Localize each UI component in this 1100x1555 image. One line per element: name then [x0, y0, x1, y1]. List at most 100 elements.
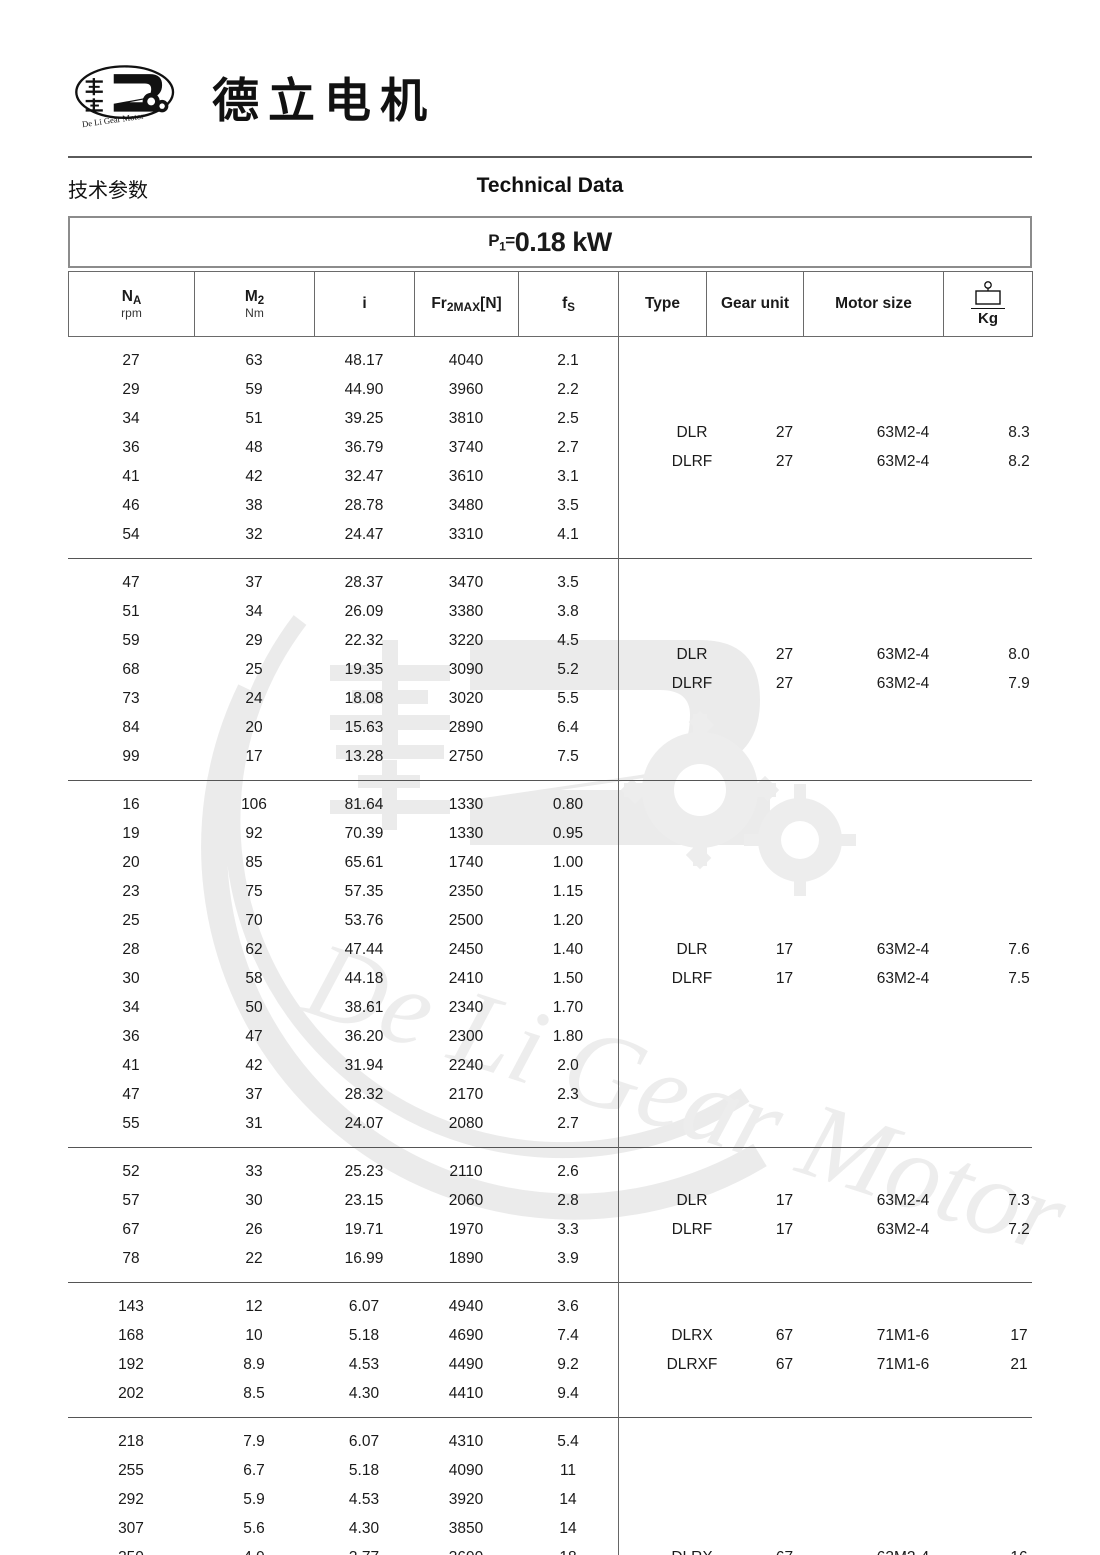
cell-kg: 8.0 [1008, 646, 1030, 663]
cell-fs: 3.9 [557, 1249, 579, 1267]
cell-i: 36.20 [344, 1027, 384, 1045]
table-row: 47 37 28.37 3470 3.5 [68, 568, 618, 597]
cell-fr: 2240 [448, 1056, 484, 1074]
cell-i: 53.76 [344, 911, 384, 929]
cell-motor: 63M2-4 [876, 1191, 930, 1209]
cell-i: 44.18 [344, 969, 384, 987]
cell-i: 4.53 [348, 1490, 380, 1508]
cell-kg: 7.2 [1008, 1220, 1030, 1238]
cell-kg: 7.3 [1008, 1191, 1030, 1209]
cell-motor: 63M2-4 [876, 1220, 930, 1238]
cell-na: 34 [122, 998, 140, 1016]
cell-kg: 16 [973, 1549, 1065, 1555]
cell-motor: 63M2-4 [876, 424, 930, 441]
cell-na: 59 [122, 631, 140, 649]
cell-na: 143 [118, 1297, 144, 1315]
table-row: 67 26 19.71 1970 3.3 [68, 1215, 618, 1244]
spec-group: 218 7.9 6.07 4310 5.4 255 6.7 5.18 4090 11 292 5.9 4… [68, 1417, 1032, 1555]
table-row: 84 20 15.63 2890 6.4 [68, 713, 618, 742]
cell-na: 218 [118, 1432, 144, 1450]
cell-na: 27 [122, 351, 140, 369]
cell-fs: 1.50 [552, 969, 584, 987]
cell-fs: 1.80 [552, 1027, 584, 1045]
cell-na: 20 [122, 853, 140, 871]
cell-na: 202 [118, 1384, 144, 1402]
cell-fs: 14 [559, 1519, 577, 1537]
cell-na: 47 [122, 1085, 140, 1103]
cell-m2: 37 [245, 573, 263, 591]
cell-na: 54 [122, 525, 140, 543]
cell-m2: 42 [245, 467, 263, 485]
cell-fs: 3.6 [557, 1297, 579, 1315]
table-row: 28 62 47.44 2450 1.40 [68, 935, 618, 964]
spec-group-ratios: 52 33 25.23 2110 2.6 57 30 23.15 2060 2.8 67 26 19.7… [68, 1148, 618, 1282]
cell-fs: 9.4 [557, 1384, 579, 1402]
cell-fs: 2.2 [557, 380, 579, 398]
table-row: 255 6.7 5.18 4090 11 [68, 1456, 618, 1485]
cell-fs: 1.00 [552, 853, 584, 871]
table-row: 68 25 19.35 3090 5.2 [68, 655, 618, 684]
cell-i: 44.90 [344, 380, 384, 398]
cell-m2: 20 [245, 718, 263, 736]
spec-group-units: DLRX6763M2-416DLRXF6763M2-420 [618, 1418, 1065, 1555]
cell-kg: 7.6 [1008, 940, 1030, 958]
cell-m2: 30 [245, 1191, 263, 1209]
cell-fs: 7.4 [557, 1326, 579, 1344]
cell-fr: 2300 [448, 1027, 484, 1045]
spec-group-units: DLR 17 63M2-4 7.3 DLRF 17 63M2-4 7.2 [618, 1148, 1065, 1282]
cell-gear: 17 [775, 940, 794, 958]
cell-fr: 3020 [448, 689, 484, 707]
table-row: 59 29 22.32 3220 4.5 [68, 626, 618, 655]
unit-row: DLRX 67 71M1-6 17 [618, 1321, 1065, 1350]
table-row: 57 30 23.15 2060 2.8 [68, 1186, 618, 1215]
section-title-en: Technical Data [476, 174, 624, 197]
cell-fr: 3690 [414, 1549, 518, 1555]
cell-fs: 3.1 [557, 467, 579, 485]
cell-fr: 2750 [448, 747, 484, 765]
unit-row: DLR 17 63M2-4 7.6 [618, 935, 1065, 964]
cell-i: 22.32 [344, 631, 384, 649]
cell-fr: 3380 [448, 602, 484, 620]
cell-fr: 4410 [448, 1384, 484, 1402]
cell-fs: 3.5 [557, 573, 579, 591]
cell-i: 23.15 [344, 1191, 384, 1209]
weight-icon [975, 281, 1001, 305]
cell-fr: 1890 [448, 1249, 484, 1267]
table-row: 202 8.5 4.30 4410 9.4 [68, 1379, 618, 1408]
cell-motor: 63M2-4 [876, 453, 930, 470]
cell-m2: 85 [245, 853, 263, 871]
cell-na: 67 [122, 1220, 140, 1238]
cell-kg: 7.5 [1008, 969, 1030, 987]
cell-i: 13.28 [344, 747, 384, 765]
cell-na: 168 [118, 1326, 144, 1344]
cell-m2: 4.9 [194, 1549, 314, 1555]
cell-i: 19.35 [344, 660, 384, 678]
cell-fr: 2890 [448, 718, 484, 736]
cell-na: 255 [118, 1461, 144, 1479]
power-value: 0.18 kW [514, 226, 613, 257]
cell-m2: 33 [245, 1162, 263, 1180]
cell-gear: 67 [775, 1326, 794, 1344]
table-row: 41 42 31.94 2240 2.0 [68, 1051, 618, 1080]
cell-na: 36 [122, 438, 140, 456]
cell-fs: 5.5 [557, 689, 579, 707]
cell-fr: 3610 [448, 467, 484, 485]
cell-i: 48.17 [344, 351, 384, 369]
cell-i: 26.09 [344, 602, 384, 620]
cell-m2: 63 [245, 351, 263, 369]
cell-i: 24.07 [344, 1114, 384, 1132]
table-row: 168 10 5.18 4690 7.4 [68, 1321, 618, 1350]
cell-type: DLRXF [666, 1355, 718, 1373]
weight-unit-label: Kg [971, 307, 1005, 327]
cell-i: 28.32 [344, 1085, 384, 1103]
spec-group-ratios: 218 7.9 6.07 4310 5.4 255 6.7 5.18 4090 11 292 5.9 4… [68, 1418, 618, 1555]
cell-fr: 2500 [448, 911, 484, 929]
table-row: 25 70 53.76 2500 1.20 [68, 906, 618, 935]
cell-fs: 0.80 [552, 795, 584, 813]
table-row: 143 12 6.07 4940 3.6 [68, 1292, 618, 1321]
cell-fs: 7.5 [557, 747, 579, 765]
table-row: 34 51 39.25 3810 2.5 [68, 404, 618, 433]
cell-m2: 51 [245, 409, 263, 427]
cell-fr: 1740 [448, 853, 484, 871]
power-label: P1= [488, 230, 515, 254]
